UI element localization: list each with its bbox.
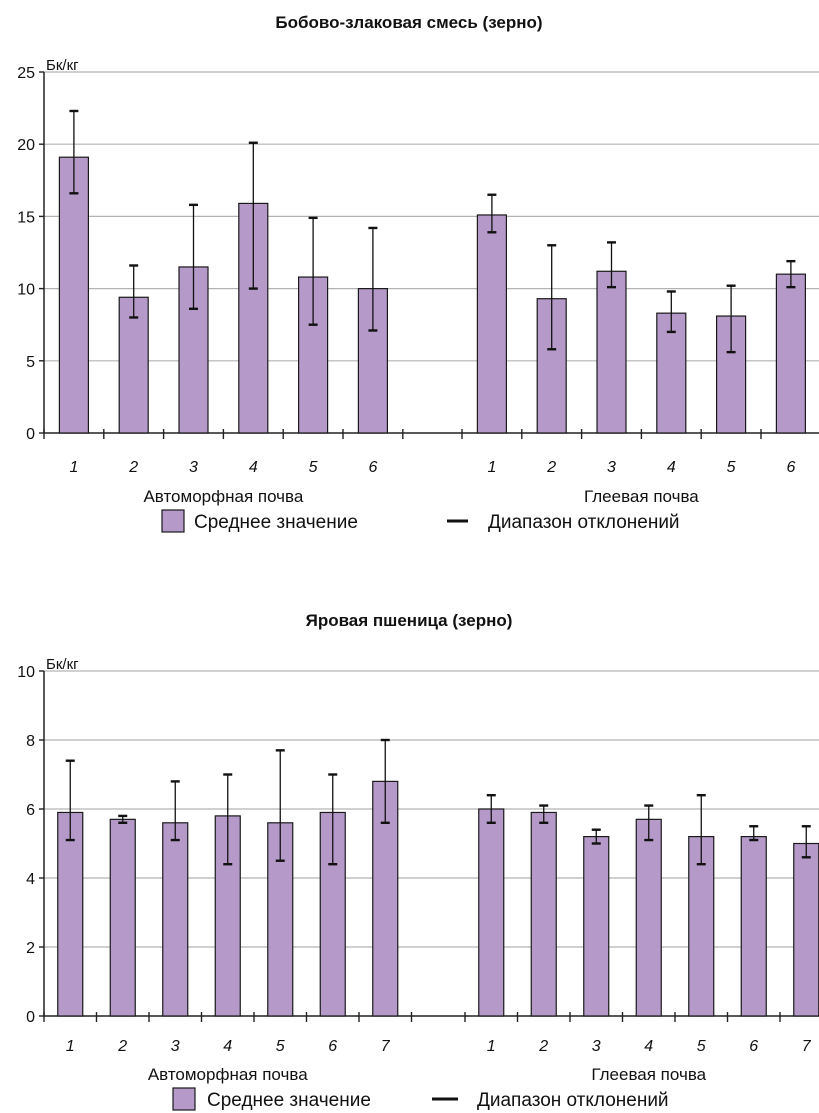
group-label: Глеевая почва (591, 1065, 706, 1084)
x-tick-label: 1 (69, 459, 78, 476)
y-tick-label: 0 (26, 426, 35, 443)
x-tick-label: 3 (607, 459, 616, 476)
x-tick-label: 4 (644, 1038, 653, 1055)
x-tick-label: 5 (697, 1038, 706, 1055)
x-tick-label: 4 (667, 459, 676, 476)
x-tick-label: 2 (128, 459, 138, 476)
legend: Среднее значение Диапазон отклонений (161, 509, 680, 533)
x-tick-label: 1 (487, 1038, 496, 1055)
x-tick-label: 6 (786, 459, 795, 476)
chart-2: Яровая пшеница (зерно) 0 2 4 6 8 10 Бк/кг 1 2 3 4 5 6… (17, 611, 819, 1111)
x-tick-label: 2 (538, 1038, 548, 1055)
x-tick-label: 2 (117, 1038, 127, 1055)
x-tick-label: 4 (249, 459, 258, 476)
bar (162, 822, 189, 1017)
x-tick-label: 6 (749, 1038, 758, 1055)
bar (656, 312, 687, 434)
y-tick-label: 8 (26, 733, 35, 750)
x-tick-label: 3 (189, 459, 198, 476)
bar (58, 156, 90, 434)
bar (530, 811, 557, 1017)
group-label: Автоморфная почва (148, 1065, 308, 1084)
x-tick-label: 3 (171, 1038, 180, 1055)
x-tick-label: 2 (546, 459, 556, 476)
bar (775, 273, 807, 434)
y-tick-label: 10 (17, 282, 35, 299)
bar (635, 818, 662, 1017)
x-tick-label: 5 (276, 1038, 285, 1055)
chart-title: Яровая пшеница (зерно) (306, 611, 513, 630)
y-tick-label: 0 (26, 1009, 35, 1026)
bar (118, 296, 149, 434)
x-tick-label: 5 (727, 459, 736, 476)
y-axis-unit: Бк/кг (46, 57, 79, 74)
x-tick-label: 3 (592, 1038, 601, 1055)
bar (109, 818, 136, 1017)
bar (583, 835, 610, 1017)
bar (57, 811, 84, 1017)
bar (793, 842, 819, 1017)
y-tick-label: 4 (26, 871, 35, 888)
y-tick-label: 25 (17, 65, 35, 82)
y-tick-label: 15 (17, 209, 35, 226)
chart-title: Бобово-злаковая смесь (зерно) (275, 13, 542, 32)
legend-label-mean: Среднее значение (194, 512, 358, 533)
legend-swatch-mean (172, 1087, 196, 1111)
x-tick-label: 5 (309, 459, 318, 476)
y-tick-label: 6 (26, 802, 35, 819)
legend-label-range: Диапазон отклонений (477, 1090, 669, 1111)
y-tick-label: 2 (26, 940, 35, 957)
y-tick-label: 20 (17, 137, 35, 154)
x-tick-label: 1 (487, 459, 496, 476)
legend-label-mean: Среднее значение (207, 1090, 371, 1111)
bar (740, 835, 767, 1017)
legend: Среднее значение Диапазон отклонений (172, 1087, 669, 1111)
bar (688, 835, 715, 1017)
legend-label-range: Диапазон отклонений (488, 512, 680, 533)
x-tick-label: 6 (328, 1038, 337, 1055)
x-tick-label: 7 (802, 1038, 812, 1055)
x-tick-label: 6 (368, 459, 377, 476)
x-tick-label: 4 (223, 1038, 232, 1055)
legend-swatch-mean (161, 509, 185, 533)
group-label: Автоморфная почва (143, 487, 303, 506)
bar (596, 270, 627, 434)
bar (478, 808, 505, 1017)
y-tick-label: 5 (26, 354, 35, 371)
x-tick-label: 7 (381, 1038, 391, 1055)
y-axis-unit: Бк/кг (46, 656, 79, 673)
bar (476, 214, 507, 434)
y-tick-label: 10 (17, 664, 35, 681)
group-label: Глеевая почва (584, 487, 699, 506)
x-tick-label: 1 (66, 1038, 75, 1055)
